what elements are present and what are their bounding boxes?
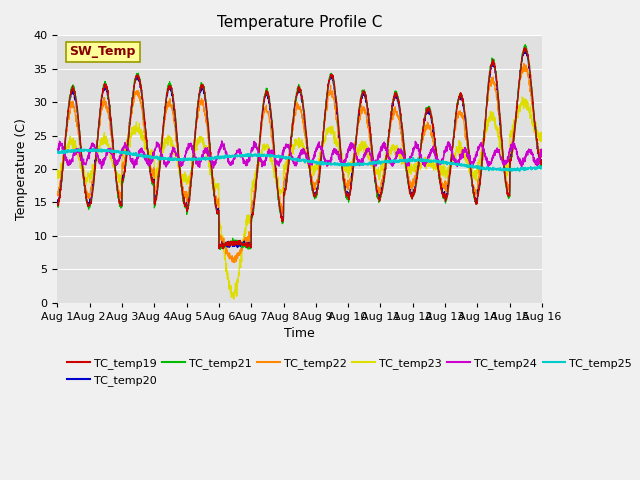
TC_temp19: [440, 195, 448, 201]
TC_temp25: [314, 160, 321, 166]
Title: Temperature Profile C: Temperature Profile C: [217, 15, 383, 30]
TC_temp20: [495, 112, 503, 118]
TC_temp23: [509, 126, 516, 132]
TC_temp24: [440, 147, 448, 153]
Text: SW_Temp: SW_Temp: [70, 46, 136, 59]
TC_temp20: [509, 140, 516, 145]
TC_temp23: [324, 125, 332, 131]
TC_temp22: [324, 97, 332, 103]
TC_temp25: [495, 166, 503, 172]
TC_temp24: [98, 166, 106, 171]
TC_temp19: [220, 246, 227, 252]
TC_temp23: [518, 94, 526, 100]
TC_temp21: [440, 194, 448, 200]
TC_temp25: [516, 168, 524, 174]
TC_temp23: [230, 296, 238, 302]
TC_temp21: [54, 201, 61, 207]
X-axis label: Time: Time: [284, 327, 315, 340]
TC_temp19: [189, 166, 196, 171]
Line: TC_temp25: TC_temp25: [58, 149, 542, 171]
TC_temp25: [90, 146, 98, 152]
Legend: TC_temp19, TC_temp20, TC_temp21, TC_temp22, TC_temp23, TC_temp24, TC_temp25: TC_temp19, TC_temp20, TC_temp21, TC_temp…: [63, 354, 636, 390]
TC_temp21: [509, 144, 516, 150]
TC_temp22: [231, 260, 239, 265]
TC_temp21: [324, 85, 332, 91]
TC_temp20: [324, 86, 332, 92]
TC_temp23: [54, 174, 61, 180]
Line: TC_temp19: TC_temp19: [58, 48, 542, 249]
TC_temp23: [189, 155, 196, 161]
TC_temp24: [496, 151, 504, 157]
TC_temp25: [440, 160, 448, 166]
TC_temp22: [520, 61, 527, 67]
TC_temp24: [189, 146, 196, 152]
TC_temp19: [538, 159, 546, 165]
TC_temp24: [54, 149, 61, 155]
TC_temp19: [495, 105, 503, 111]
TC_temp22: [54, 192, 61, 197]
TC_temp25: [509, 167, 516, 172]
TC_temp22: [440, 185, 448, 191]
TC_temp20: [538, 157, 546, 163]
TC_temp21: [216, 247, 224, 252]
TC_temp23: [538, 129, 546, 135]
TC_temp21: [538, 160, 546, 166]
Line: TC_temp20: TC_temp20: [58, 48, 542, 248]
Y-axis label: Temperature (C): Temperature (C): [15, 118, 28, 220]
TC_temp24: [324, 160, 332, 166]
TC_temp25: [189, 158, 196, 164]
TC_temp19: [314, 186, 321, 192]
TC_temp19: [54, 200, 61, 206]
TC_temp24: [509, 140, 517, 145]
TC_temp21: [314, 187, 321, 193]
TC_temp22: [189, 162, 196, 168]
TC_temp21: [495, 108, 503, 114]
TC_temp23: [495, 144, 503, 150]
TC_temp24: [218, 138, 225, 144]
TC_temp25: [538, 165, 546, 171]
TC_temp20: [440, 192, 448, 197]
TC_temp21: [189, 164, 196, 169]
Line: TC_temp21: TC_temp21: [58, 45, 542, 250]
TC_temp22: [538, 146, 546, 152]
Line: TC_temp24: TC_temp24: [58, 141, 542, 168]
TC_temp25: [54, 148, 61, 154]
TC_temp20: [314, 184, 321, 190]
TC_temp20: [189, 162, 196, 168]
TC_temp20: [520, 46, 528, 51]
TC_temp22: [314, 177, 321, 182]
TC_temp22: [495, 118, 503, 124]
Line: TC_temp22: TC_temp22: [58, 64, 542, 263]
TC_temp22: [509, 137, 516, 143]
TC_temp19: [324, 84, 332, 90]
TC_temp19: [509, 145, 516, 151]
TC_temp24: [314, 142, 321, 148]
TC_temp23: [314, 160, 321, 166]
Line: TC_temp23: TC_temp23: [58, 97, 542, 299]
TC_temp20: [54, 201, 61, 207]
TC_temp20: [234, 245, 241, 251]
TC_temp25: [324, 161, 332, 167]
TC_temp19: [521, 45, 529, 50]
TC_temp23: [440, 164, 448, 170]
TC_temp24: [538, 148, 546, 154]
TC_temp21: [522, 42, 529, 48]
